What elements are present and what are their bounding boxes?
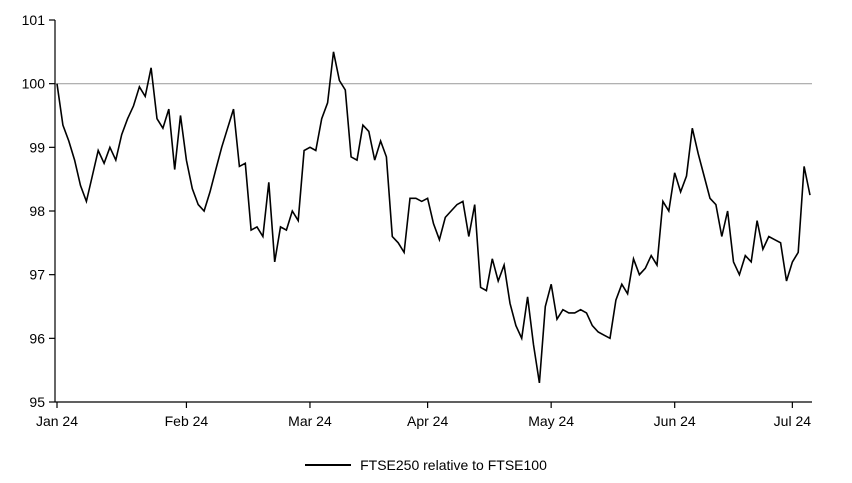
x-axis-tick-label: Feb 24 (165, 413, 209, 429)
legend-line-sample (305, 464, 352, 466)
x-axis-tick-label: Mar 24 (288, 413, 332, 429)
chart-canvas: 95 96 97 98 99 100 101 Jan 24 Feb 24 Mar 24 Apr 24… (22, 12, 812, 429)
y-axis-tick-label: 101 (22, 12, 46, 28)
y-axis-tick-label: 99 (29, 139, 45, 155)
y-axis-tick-label: 95 (29, 394, 45, 410)
chart-legend: FTSE250 relative to FTSE100 (0, 452, 852, 478)
x-axis-tick-label: Jun 24 (654, 413, 696, 429)
x-axis-tick-label: Jul 24 (774, 413, 812, 429)
x-axis-tick-label: Apr 24 (407, 413, 448, 429)
series-line-ftse250-relative (56, 51, 811, 384)
y-axis-tick-label: 98 (29, 203, 45, 219)
y-axis-tick-label: 96 (29, 330, 45, 346)
legend-label: FTSE250 relative to FTSE100 (360, 457, 547, 473)
y-axis-tick-label: 100 (22, 76, 46, 92)
y-axis-tick-label: 97 (29, 267, 45, 283)
x-axis-tick-label: May 24 (528, 413, 574, 429)
x-axis-tick-label: Jan 24 (36, 413, 78, 429)
